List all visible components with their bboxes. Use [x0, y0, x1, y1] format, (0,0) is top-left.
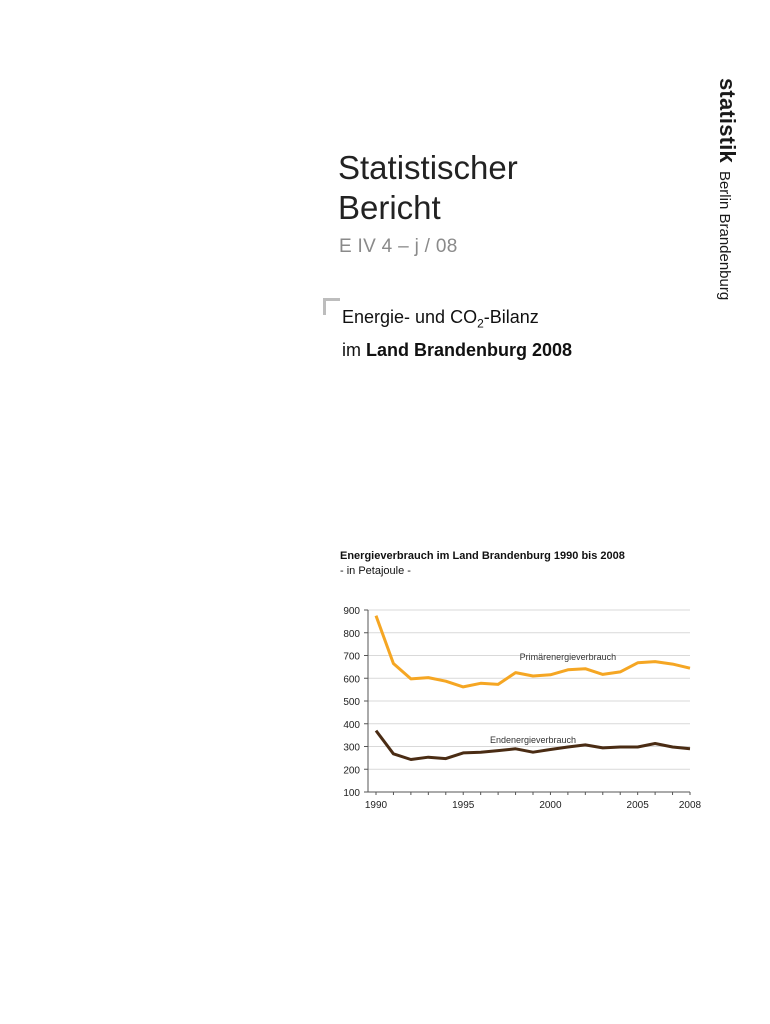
y-tick-label: 600 — [343, 674, 360, 685]
title-line-1: Statistischer — [338, 149, 518, 186]
y-tick-label: 400 — [343, 720, 360, 731]
title-line-2: Bericht — [338, 189, 441, 226]
y-tick-label: 700 — [343, 652, 360, 663]
chart-title: Energieverbrauch im Land Brandenburg 199… — [340, 550, 625, 562]
series-label: Primärenergieverbrauch — [520, 652, 617, 662]
series-line-endenergie — [374, 729, 691, 761]
brand-logo: statistik Berlin Brandenburg — [714, 78, 740, 300]
y-tick-label: 200 — [343, 765, 360, 776]
chart-subtitle: - in Petajoule - — [340, 565, 411, 577]
brand-region: Berlin Brandenburg — [716, 170, 733, 301]
x-tick-label: 1990 — [365, 800, 388, 811]
x-tick-label: 1995 — [452, 800, 475, 811]
y-tick-label: 900 — [343, 606, 360, 617]
x-tick-label: 2005 — [627, 800, 650, 811]
x-tick-label: 2008 — [679, 800, 702, 811]
series-line-primaerenergie — [374, 615, 691, 689]
subtitle-line-2: im Land Brandenburg 2008 — [342, 337, 572, 363]
y-tick-label: 300 — [343, 743, 360, 754]
report-subtitle: Energie- und CO2-Bilanz im Land Brandenb… — [342, 304, 572, 363]
subtitle-bold: Land Brandenburg 2008 — [366, 339, 573, 360]
corner-mark — [323, 298, 340, 315]
y-tick-label: 100 — [343, 788, 360, 799]
y-tick-label: 500 — [343, 697, 360, 708]
energy-chart: 100 200 300 400 500 600 700 800 900 1990 1995 2000 2… — [343, 606, 702, 811]
subtitle-text-a: Energie- und CO — [342, 307, 478, 327]
report-code: E IV 4 – j / 08 — [339, 236, 458, 257]
subtitle-subscript: 2 — [477, 316, 484, 331]
brand-name: statistik — [715, 78, 740, 163]
subtitle-text-b: -Bilanz — [483, 307, 539, 327]
subtitle-prefix: im — [342, 339, 366, 360]
series-label: Endenergieverbrauch — [490, 735, 576, 745]
y-tick-label: 800 — [343, 629, 360, 640]
x-tick-label: 2000 — [539, 800, 562, 811]
subtitle-line-1: Energie- und CO2-Bilanz — [342, 304, 572, 337]
page-title: Statistischer Bericht — [338, 148, 518, 228]
